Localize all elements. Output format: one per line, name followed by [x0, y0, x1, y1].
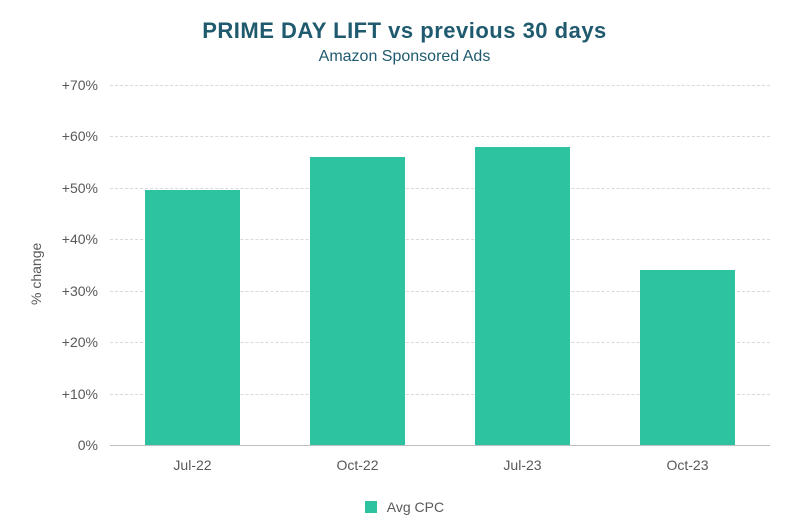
legend: Avg CPC	[0, 498, 809, 515]
x-tick-label: Oct-22	[336, 457, 378, 473]
chart-title: PRIME DAY LIFT vs previous 30 days	[0, 18, 809, 44]
x-tick-label: Jul-23	[503, 457, 541, 473]
bar	[640, 270, 736, 445]
bar	[145, 190, 241, 445]
chart-container: PRIME DAY LIFT vs previous 30 days Amazo…	[0, 0, 809, 529]
bar	[475, 147, 571, 445]
bar	[310, 157, 406, 445]
x-tick-label: Jul-22	[173, 457, 211, 473]
y-tick-label: +40%	[0, 231, 98, 247]
legend-swatch	[365, 501, 377, 513]
x-tick-label: Oct-23	[666, 457, 708, 473]
y-tick-label: +70%	[0, 77, 98, 93]
y-tick-label: +30%	[0, 283, 98, 299]
gridline	[110, 188, 770, 189]
y-tick-label: 0%	[0, 437, 98, 453]
legend-label: Avg CPC	[387, 499, 444, 515]
chart-subtitle: Amazon Sponsored Ads	[0, 48, 809, 66]
plot-area	[110, 85, 770, 445]
y-tick-label: +60%	[0, 128, 98, 144]
gridline	[110, 85, 770, 86]
gridline	[110, 136, 770, 137]
y-tick-label: +20%	[0, 334, 98, 350]
x-axis-line	[110, 445, 770, 446]
y-tick-label: +50%	[0, 180, 98, 196]
y-tick-label: +10%	[0, 386, 98, 402]
